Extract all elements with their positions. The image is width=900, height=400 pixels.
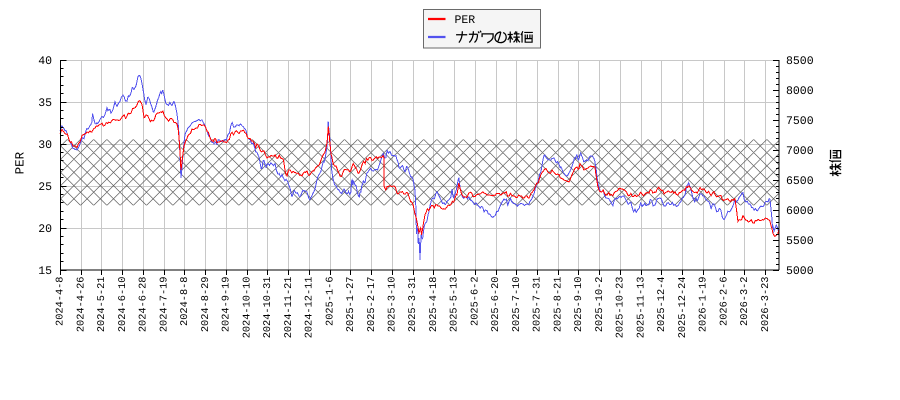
svg-text:2024-6-28: 2024-6-28 [138, 277, 150, 333]
svg-text:8000: 8000 [786, 85, 814, 98]
svg-text:2025-6-2: 2025-6-2 [470, 277, 482, 326]
svg-text:35: 35 [38, 97, 52, 110]
svg-text:6500: 6500 [786, 175, 814, 188]
svg-text:2025-5-13: 2025-5-13 [449, 277, 461, 333]
svg-text:2024-11-21: 2024-11-21 [283, 277, 295, 339]
svg-text:2025-12-24: 2025-12-24 [677, 277, 689, 339]
svg-text:2026-3-23: 2026-3-23 [760, 277, 772, 333]
svg-text:2024-8-29: 2024-8-29 [200, 277, 212, 333]
svg-text:2025-7-31: 2025-7-31 [532, 277, 544, 333]
svg-text:2026-2-6: 2026-2-6 [718, 277, 730, 326]
svg-text:2025-9-10: 2025-9-10 [573, 277, 585, 333]
svg-text:5500: 5500 [786, 235, 814, 248]
svg-text:2024-8-8: 2024-8-8 [179, 277, 191, 326]
svg-text:2026-3-2: 2026-3-2 [739, 277, 751, 326]
svg-text:2025-4-18: 2025-4-18 [428, 277, 440, 333]
svg-text:15: 15 [38, 265, 52, 278]
svg-text:PER: PER [455, 14, 476, 27]
svg-text:2025-10-2: 2025-10-2 [594, 277, 606, 333]
svg-text:40: 40 [38, 55, 52, 68]
svg-text:25: 25 [38, 181, 52, 194]
svg-text:7500: 7500 [786, 115, 814, 128]
svg-text:30: 30 [38, 139, 52, 152]
svg-text:2024-6-10: 2024-6-10 [117, 277, 129, 333]
svg-text:7000: 7000 [786, 145, 814, 158]
svg-text:20: 20 [38, 223, 52, 236]
svg-text:2025-6-20: 2025-6-20 [490, 277, 502, 333]
svg-text:5000: 5000 [786, 265, 814, 278]
svg-text:2024-9-19: 2024-9-19 [221, 277, 233, 333]
svg-text:2025-12-4: 2025-12-4 [656, 277, 668, 333]
svg-text:2025-7-10: 2025-7-10 [511, 277, 523, 333]
svg-text:2025-1-27: 2025-1-27 [345, 277, 357, 333]
svg-text:PER: PER [14, 151, 28, 174]
svg-text:2025-11-13: 2025-11-13 [635, 277, 647, 339]
svg-text:6000: 6000 [786, 205, 814, 218]
svg-text:8500: 8500 [786, 55, 814, 68]
svg-text:2024-10-31: 2024-10-31 [262, 277, 274, 339]
svg-text:2024-4-26: 2024-4-26 [75, 277, 87, 333]
svg-text:2024-4-8: 2024-4-8 [55, 277, 67, 326]
svg-text:2025-3-10: 2025-3-10 [387, 277, 399, 333]
svg-text:2024-7-19: 2024-7-19 [158, 277, 170, 333]
svg-text:2025-1-6: 2025-1-6 [324, 277, 336, 326]
svg-text:2025-3-31: 2025-3-31 [407, 277, 419, 333]
svg-text:2024-12-11: 2024-12-11 [304, 277, 316, 339]
svg-text:2026-1-19: 2026-1-19 [698, 277, 710, 333]
svg-text:2025-8-21: 2025-8-21 [552, 277, 564, 333]
svg-text:2025-10-23: 2025-10-23 [615, 277, 627, 339]
svg-text:2025-2-17: 2025-2-17 [366, 277, 378, 333]
svg-text:2024-5-21: 2024-5-21 [96, 277, 108, 333]
svg-text:2024-10-10: 2024-10-10 [241, 277, 253, 339]
